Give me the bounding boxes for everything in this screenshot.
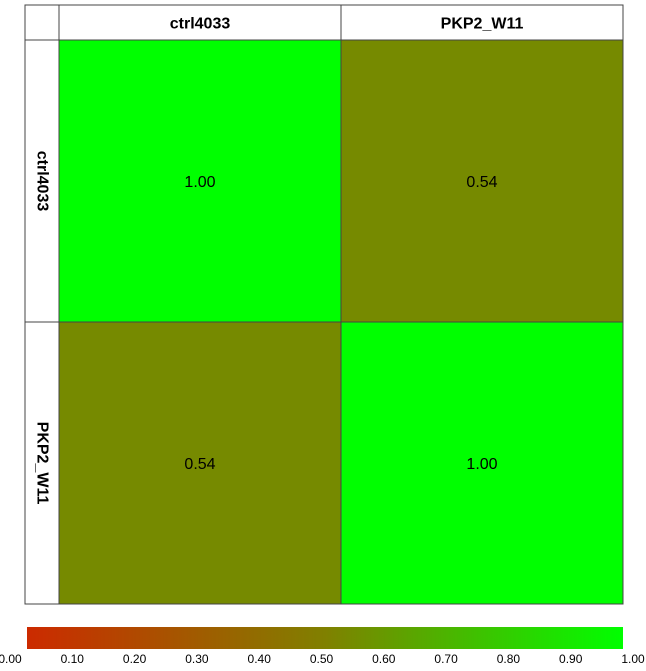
cell-value-0-0: 1.00: [184, 174, 215, 191]
color-scale-tick-1: 0.10: [61, 652, 85, 666]
column-header-0: ctrl4033: [170, 16, 231, 33]
color-scale-bar: [27, 627, 623, 649]
color-scale-tick-7: 0.70: [434, 652, 458, 666]
color-scale-tick-0: 0.00: [0, 652, 22, 666]
column-header-1: PKP2_W11: [441, 16, 524, 33]
color-scale-tick-5: 0.50: [310, 652, 334, 666]
row-header-1: PKP2_W11: [34, 422, 51, 505]
cell-value-1-0: 0.54: [184, 456, 215, 473]
color-scale-tick-10: 1.00: [621, 652, 645, 666]
heatmap-cell-1-0: [58, 321, 342, 605]
cell-value-1-1: 1.00: [466, 456, 497, 473]
color-scale-tick-8: 0.80: [497, 652, 521, 666]
color-scale-tick-2: 0.20: [123, 652, 147, 666]
row-header-0: ctrl4033: [34, 151, 51, 212]
color-scale-tick-3: 0.30: [185, 652, 209, 666]
color-scale-tick-9: 0.90: [559, 652, 583, 666]
heatmap-labels: ctrl4033 PKP2_W11 ctrl4033 PKP2_W11 1.00 0.54…: [34, 16, 524, 505]
color-scale-tick-4: 0.40: [248, 652, 272, 666]
heatmap-cell-0-1: [340, 39, 624, 323]
heatmap-cell-1-1: [340, 321, 624, 605]
heatmap-grid: [24, 4, 624, 605]
cell-value-0-1: 0.54: [466, 174, 497, 191]
color-scale-legend: 0.00 0.10 0.20 0.30 0.40 0.50 0.60 0.70 0.80 0.90…: [0, 627, 645, 666]
color-scale-tick-6: 0.60: [372, 652, 396, 666]
